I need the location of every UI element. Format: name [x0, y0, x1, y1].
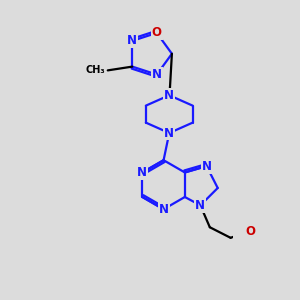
- Text: N: N: [127, 34, 137, 47]
- Text: N: N: [195, 199, 206, 212]
- Text: N: N: [202, 160, 212, 172]
- Text: N: N: [164, 89, 174, 102]
- Text: N: N: [164, 127, 174, 140]
- Text: N: N: [159, 203, 169, 216]
- Text: N: N: [152, 68, 162, 81]
- Text: O: O: [245, 224, 255, 238]
- Text: O: O: [152, 26, 162, 39]
- Text: CH₃: CH₃: [85, 65, 105, 75]
- Text: N: N: [137, 166, 147, 179]
